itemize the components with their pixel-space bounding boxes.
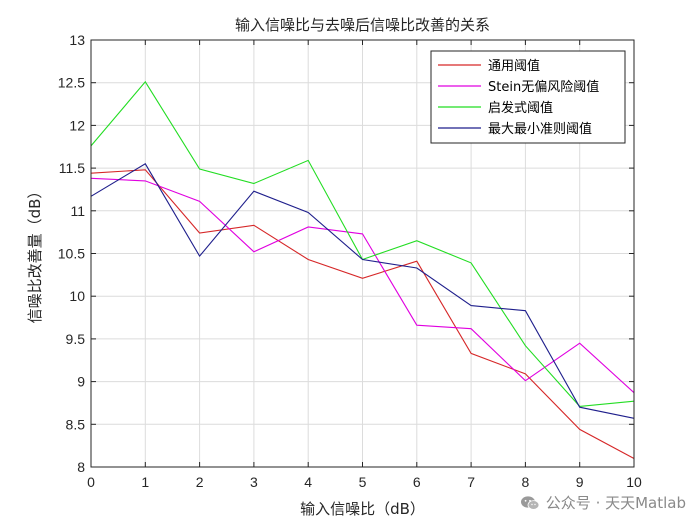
x-tick-label: 8 xyxy=(522,474,530,490)
legend-label: 启发式阈值 xyxy=(488,100,553,116)
y-tick-label: 11 xyxy=(70,203,85,219)
x-tick-label: 2 xyxy=(196,474,204,490)
series-line-1 xyxy=(90,177,635,394)
x-tick-label: 7 xyxy=(467,474,475,490)
y-tick-label: 10 xyxy=(69,288,85,304)
legend-label: 最大最小准则阈值 xyxy=(488,121,592,137)
y-tick-label: 13 xyxy=(69,32,85,48)
x-tick-labels: 0 1 2 3 4 5 6 7 8 9 10 xyxy=(87,474,642,490)
y-tick-label: 12 xyxy=(69,117,85,133)
x-tick-label: 4 xyxy=(304,474,312,490)
y-tick-label: 8 xyxy=(77,459,85,475)
y-tick-label: 9 xyxy=(77,374,85,390)
x-tick-label: 3 xyxy=(250,474,258,490)
axis-ticks xyxy=(90,39,635,468)
x-axis-title: 输入信噪比（dB） xyxy=(300,500,425,518)
x-tick-label: 6 xyxy=(413,474,421,490)
x-tick-label: 1 xyxy=(141,474,149,490)
x-tick-label: 9 xyxy=(576,474,584,490)
chart-title: 输入信噪比与去噪后信噪比改善的关系 xyxy=(235,16,490,34)
series-lines xyxy=(90,80,635,459)
wechat-icon xyxy=(520,495,540,510)
watermark-text: 公众号 · 天天Matlab xyxy=(545,494,686,512)
legend-label: 通用阈值 xyxy=(488,58,540,74)
y-axis-title: 信噪比改善量（dB） xyxy=(26,184,44,324)
watermark: 公众号 · 天天Matlab xyxy=(520,492,686,513)
series-line-0 xyxy=(90,169,635,459)
y-tick-label: 8.5 xyxy=(66,416,86,432)
y-tick-label: 10.5 xyxy=(58,246,85,262)
x-tick-label: 0 xyxy=(87,474,95,490)
legend-label: Stein无偏风险阈值 xyxy=(488,79,599,95)
y-tick-label: 12.5 xyxy=(58,75,85,91)
y-tick-label: 11.5 xyxy=(59,160,85,176)
x-tick-label: 10 xyxy=(626,474,642,490)
y-tick-labels: 8 8.5 9 9.5 10 10.5 11 11.5 12 12.5 13 xyxy=(58,32,85,475)
y-tick-label: 9.5 xyxy=(66,331,86,347)
x-tick-label: 5 xyxy=(359,474,367,490)
series-line-3 xyxy=(90,163,635,419)
